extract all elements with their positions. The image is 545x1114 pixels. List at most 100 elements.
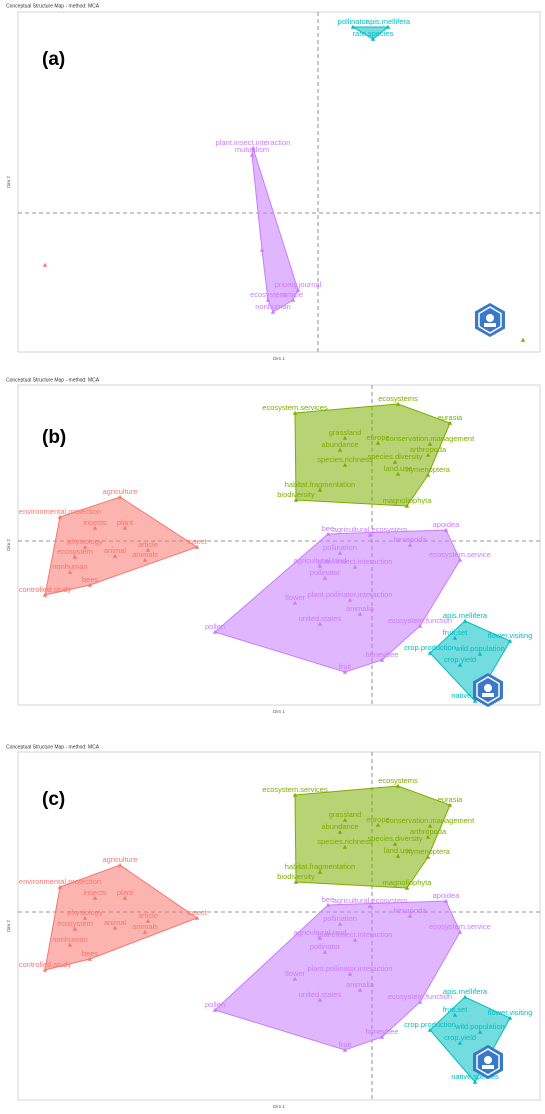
cluster-hull xyxy=(44,496,199,596)
point-label: fruit.set xyxy=(443,628,469,637)
point-label: agricultural.ecosystem xyxy=(333,525,408,534)
point xyxy=(292,410,298,415)
point xyxy=(452,635,458,640)
point xyxy=(452,1012,458,1017)
cluster-hull xyxy=(251,147,299,313)
point xyxy=(379,1034,385,1039)
logo xyxy=(474,302,506,338)
y-axis-label: Dim 2 xyxy=(6,539,11,551)
point xyxy=(357,987,363,992)
point xyxy=(292,600,298,605)
point xyxy=(385,24,391,29)
point xyxy=(317,621,323,626)
point-label: species.richness xyxy=(317,837,373,846)
point-label: bee xyxy=(322,524,335,533)
point xyxy=(342,1047,348,1052)
cluster-hull xyxy=(213,529,461,673)
point xyxy=(395,853,401,858)
chart-title: Conceptual Structure Map - method: MCA xyxy=(6,744,100,750)
point-label: pollinator xyxy=(338,17,369,26)
point-label: controlled.study xyxy=(19,585,72,594)
point-label: agriculture xyxy=(102,487,137,496)
point xyxy=(337,921,343,926)
point-label: pollination xyxy=(323,914,357,923)
point xyxy=(507,638,513,643)
point xyxy=(447,802,453,807)
point-label: animal xyxy=(104,546,126,555)
point-label: insect xyxy=(187,908,208,917)
point xyxy=(42,967,48,972)
point-label: native.species xyxy=(451,1072,499,1081)
point-label: ecosystem xyxy=(57,919,93,928)
point-label: grassland xyxy=(329,810,362,819)
point xyxy=(417,999,423,1004)
point xyxy=(145,918,151,923)
point xyxy=(457,557,463,562)
point xyxy=(122,895,128,900)
point-label: plant.pollinator.interaction xyxy=(307,964,392,973)
point-label: magnoliophyta xyxy=(383,878,433,887)
point-label: article xyxy=(138,911,158,920)
point-label: agricultural.land xyxy=(294,928,347,937)
point xyxy=(317,869,323,874)
point-label: eurasia xyxy=(438,413,463,422)
point xyxy=(370,36,376,41)
point xyxy=(145,547,151,552)
point xyxy=(342,817,348,822)
point xyxy=(322,949,328,954)
point-label: insects xyxy=(83,518,107,527)
point xyxy=(427,650,433,655)
point xyxy=(57,884,63,889)
point-label: animal xyxy=(104,918,126,927)
point xyxy=(42,592,48,597)
point-label: apis.mellifera xyxy=(366,17,411,26)
point-label: species.diversity xyxy=(367,834,422,843)
point-label: bees xyxy=(82,949,99,958)
point-label: crop.yield xyxy=(444,655,476,664)
point xyxy=(142,557,148,562)
point xyxy=(290,297,296,302)
point-label: fruit xyxy=(339,1040,352,1049)
point-label: physiology xyxy=(67,537,103,546)
point xyxy=(342,435,348,440)
point-label: grassland xyxy=(329,428,362,437)
point-label: eurasia xyxy=(438,795,463,804)
point xyxy=(417,623,423,628)
point xyxy=(462,994,468,999)
point xyxy=(457,1040,463,1045)
point xyxy=(325,531,331,536)
point-label: habitat.fragmentation xyxy=(285,480,355,489)
point xyxy=(404,885,410,890)
point-label: species.richness xyxy=(317,455,373,464)
point xyxy=(375,440,381,445)
point xyxy=(395,783,401,788)
point xyxy=(407,542,413,547)
point xyxy=(292,976,298,981)
point-label: agriculture xyxy=(102,855,137,864)
point-label: honeybee xyxy=(366,650,399,659)
point xyxy=(427,441,433,446)
point xyxy=(425,472,431,477)
point xyxy=(357,611,363,616)
point xyxy=(507,1015,513,1020)
point xyxy=(72,554,78,559)
panel-label: (c) xyxy=(42,789,65,810)
point xyxy=(82,915,88,920)
point xyxy=(67,942,73,947)
point xyxy=(352,937,358,942)
point xyxy=(317,487,323,492)
point-label: crop.yield xyxy=(444,1033,476,1042)
point-label: abundance xyxy=(321,440,358,449)
point-label: hymenoptera xyxy=(406,847,451,856)
point-label: crop.production xyxy=(404,643,456,652)
point xyxy=(472,698,478,703)
plot-frame xyxy=(17,11,541,353)
point xyxy=(112,925,118,930)
point xyxy=(427,823,433,828)
point-label: apis.mellifera xyxy=(443,611,488,620)
point-label: animals xyxy=(132,922,158,931)
point xyxy=(249,152,255,157)
point-label: flower.visiting xyxy=(488,1008,533,1017)
y-axis-label: Dim 2 xyxy=(6,176,11,188)
